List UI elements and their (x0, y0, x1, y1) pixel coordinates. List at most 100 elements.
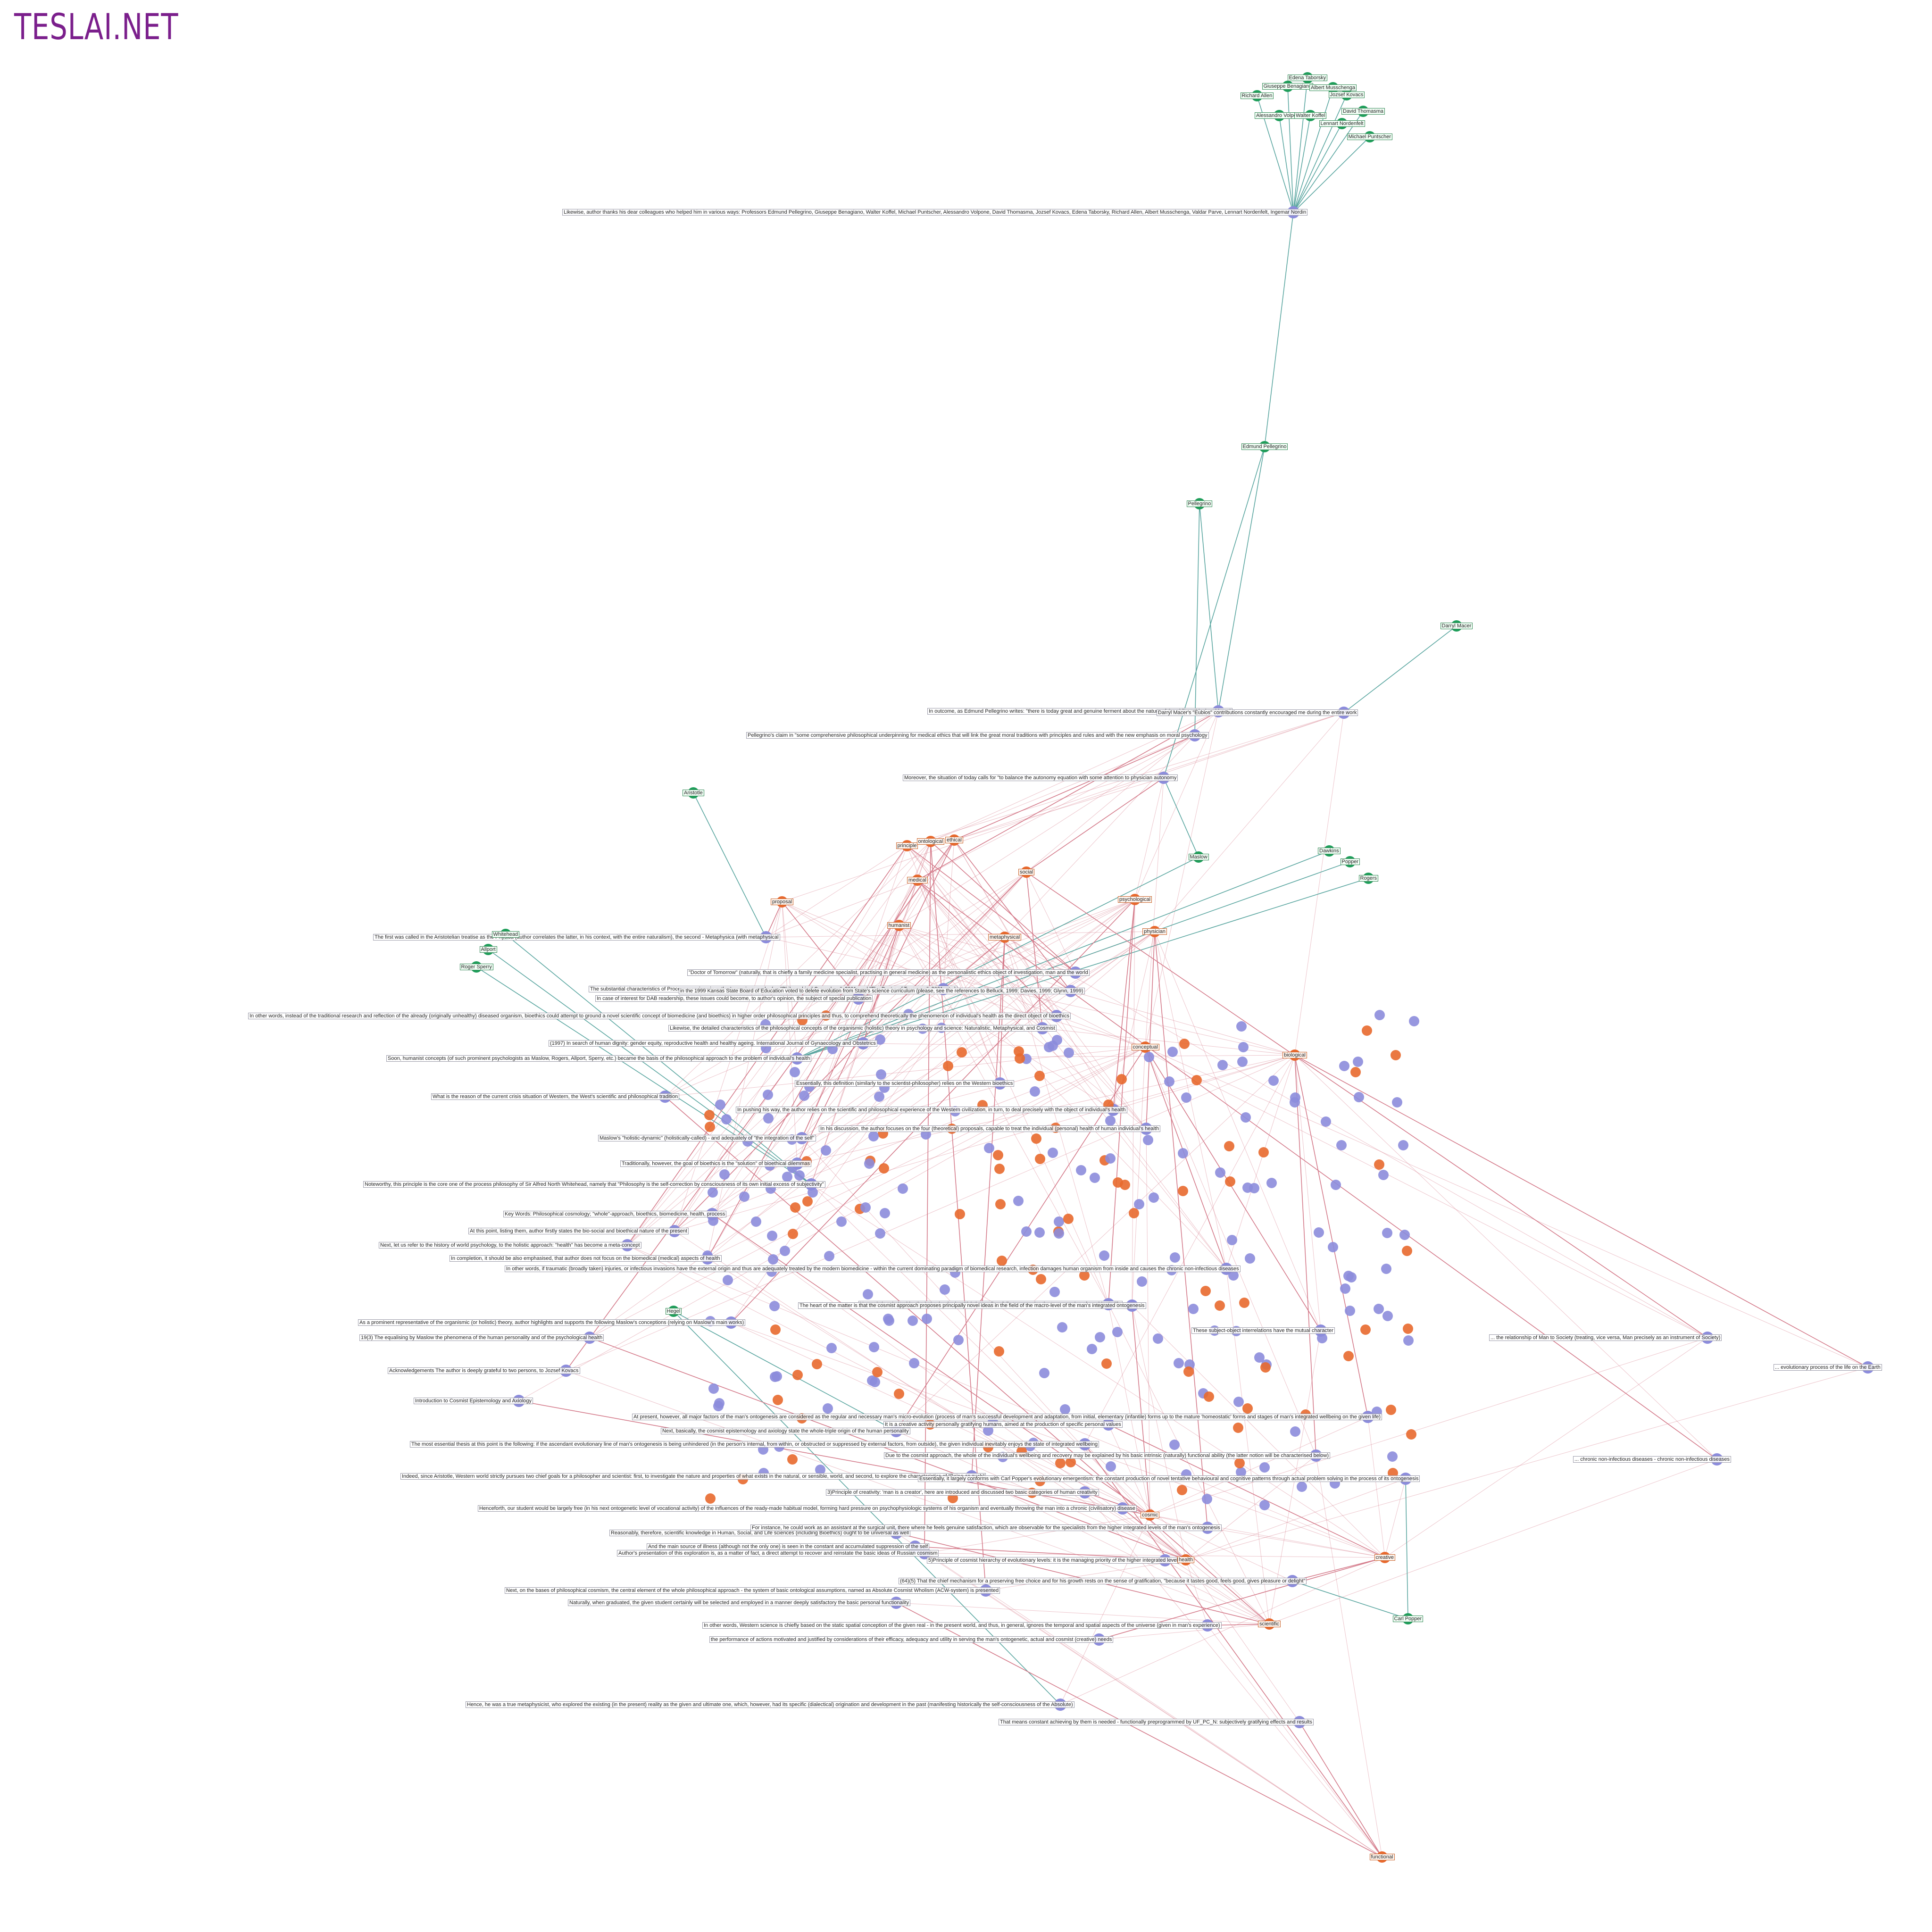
cluster-node[interactable] (994, 1346, 1004, 1357)
cluster-node[interactable] (1095, 1332, 1105, 1342)
cluster-node[interactable] (782, 1172, 792, 1182)
cluster-node[interactable] (860, 1202, 871, 1213)
cluster-node[interactable] (739, 1191, 749, 1202)
cluster-node[interactable] (994, 1164, 1005, 1174)
cluster-node[interactable] (1191, 1075, 1202, 1085)
cluster-node[interactable] (1239, 1298, 1249, 1308)
cluster-node[interactable] (823, 1403, 833, 1414)
cluster-node[interactable] (894, 1389, 904, 1399)
cluster-node[interactable] (1227, 1235, 1237, 1245)
cluster-node[interactable] (794, 1170, 805, 1181)
cluster-node[interactable] (704, 1110, 715, 1120)
cluster-node[interactable] (1014, 1046, 1024, 1057)
cluster-node[interactable] (768, 1254, 778, 1265)
cluster-node[interactable] (708, 1187, 718, 1198)
cluster-node[interactable] (1236, 1467, 1246, 1477)
cluster-node[interactable] (1339, 1061, 1349, 1071)
cluster-node[interactable] (1164, 1076, 1174, 1087)
cluster-node[interactable] (1179, 1039, 1190, 1049)
cluster-node[interactable] (1066, 1457, 1076, 1467)
cluster-node[interactable] (1398, 1140, 1408, 1150)
cluster-node[interactable] (772, 1371, 782, 1382)
cluster-node[interactable] (1391, 1050, 1401, 1060)
cluster-node[interactable] (1177, 1485, 1187, 1495)
cluster-node[interactable] (1099, 1250, 1109, 1261)
cluster-node[interactable] (708, 1216, 718, 1226)
cluster-node[interactable] (1030, 1086, 1040, 1097)
cluster-node[interactable] (1317, 1333, 1327, 1343)
cluster-node[interactable] (792, 1370, 803, 1380)
cluster-node[interactable] (1340, 1283, 1350, 1294)
cluster-node[interactable] (1149, 1192, 1159, 1203)
cluster-node[interactable] (1143, 1135, 1153, 1145)
cluster-node[interactable] (875, 1228, 885, 1239)
cluster-node[interactable] (1386, 1405, 1396, 1415)
cluster-node[interactable] (1225, 1176, 1235, 1187)
cluster-node[interactable] (1215, 1167, 1225, 1178)
cluster-node[interactable] (1387, 1451, 1398, 1462)
cluster-node[interactable] (1382, 1311, 1393, 1321)
cluster-node[interactable] (1064, 1048, 1074, 1058)
cluster-node[interactable] (1233, 1397, 1244, 1407)
cluster-node[interactable] (1260, 1362, 1271, 1373)
cluster-node[interactable] (1087, 1344, 1097, 1354)
cluster-node[interactable] (1215, 1300, 1225, 1311)
cluster-node[interactable] (788, 1229, 798, 1239)
cluster-node[interactable] (1076, 1165, 1086, 1175)
cluster-node[interactable] (815, 1465, 825, 1475)
cluster-node[interactable] (1290, 1097, 1300, 1108)
cluster-node[interactable] (1328, 1242, 1338, 1252)
cluster-node[interactable] (874, 1091, 884, 1102)
cluster-node[interactable] (1079, 1270, 1090, 1281)
cluster-node[interactable] (1403, 1324, 1413, 1334)
cluster-node[interactable] (1057, 1322, 1067, 1332)
cluster-node[interactable] (1234, 1458, 1245, 1468)
cluster-node[interactable] (705, 1122, 715, 1132)
cluster-node[interactable] (1238, 1042, 1249, 1052)
cluster-node[interactable] (799, 1091, 809, 1101)
cluster-node[interactable] (1188, 1304, 1199, 1314)
cluster-node[interactable] (940, 1284, 950, 1295)
cluster-node[interactable] (1382, 1228, 1392, 1238)
cluster-node[interactable] (1241, 1112, 1251, 1123)
cluster-node[interactable] (879, 1163, 889, 1174)
cluster-node[interactable] (1374, 1304, 1384, 1314)
cluster-node[interactable] (869, 1342, 879, 1352)
cluster-node[interactable] (872, 1367, 883, 1377)
cluster-node[interactable] (884, 1316, 894, 1326)
cluster-node[interactable] (1290, 1426, 1300, 1437)
cluster-node[interactable] (909, 1358, 919, 1368)
brand-logo[interactable]: TESLAI.NET (14, 6, 179, 48)
cluster-node[interactable] (983, 1425, 993, 1436)
cluster-node[interactable] (1228, 1270, 1239, 1281)
cluster-node[interactable] (1254, 1352, 1265, 1363)
cluster-node[interactable] (1353, 1057, 1363, 1067)
cluster-node[interactable] (880, 1208, 890, 1218)
cluster-node[interactable] (1034, 1071, 1045, 1081)
cluster-node[interactable] (1031, 1133, 1041, 1144)
cluster-node[interactable] (1374, 1159, 1384, 1170)
cluster-node[interactable] (1054, 1228, 1064, 1239)
cluster-node[interactable] (1297, 1482, 1307, 1492)
cluster-node[interactable] (1049, 1287, 1060, 1297)
cluster-node[interactable] (984, 1143, 994, 1153)
cluster-node[interactable] (1090, 1173, 1100, 1183)
cluster-node[interactable] (1063, 1214, 1074, 1224)
cluster-node[interactable] (821, 1145, 831, 1156)
cluster-node[interactable] (993, 1150, 1003, 1160)
cluster-node[interactable] (1170, 1252, 1180, 1263)
cluster-node[interactable] (836, 1216, 847, 1227)
cluster-node[interactable] (1336, 1140, 1347, 1150)
cluster-node[interactable] (1178, 1186, 1188, 1196)
cluster-node[interactable] (1350, 1067, 1361, 1077)
cluster-node[interactable] (1399, 1230, 1410, 1240)
cluster-node[interactable] (1245, 1253, 1255, 1264)
cluster-node[interactable] (1105, 1153, 1116, 1164)
cluster-node[interactable] (1035, 1154, 1045, 1164)
cluster-node[interactable] (1105, 1116, 1116, 1126)
cluster-node[interactable] (826, 1343, 837, 1353)
cluster-node[interactable] (773, 1395, 783, 1405)
cluster-node[interactable] (995, 1199, 1006, 1209)
cluster-node[interactable] (957, 1047, 967, 1058)
cluster-node[interactable] (1402, 1246, 1412, 1256)
